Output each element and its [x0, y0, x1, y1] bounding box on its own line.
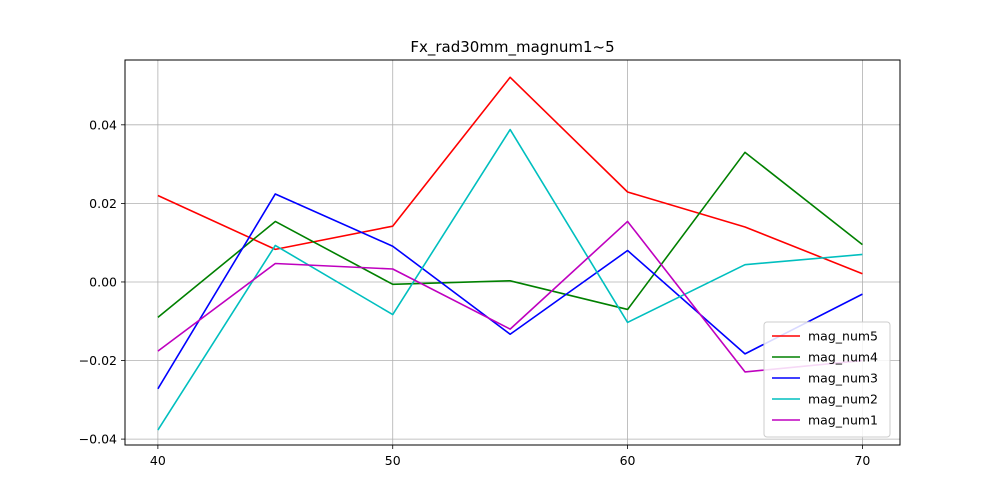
- plot-frame: [124, 59, 901, 446]
- legend-label: mag_num5: [808, 329, 878, 344]
- y-axis-ticks: −0.04 −0.02 0.00 0.02 0.04: [79, 117, 125, 447]
- series-line-mag-num4: [157, 151, 863, 318]
- y-tick-label: 0.00: [89, 274, 117, 289]
- x-tick-label: 60: [620, 453, 636, 468]
- x-tick-label: 40: [150, 453, 166, 468]
- series-line-mag-num1: [157, 220, 863, 373]
- legend-label: mag_num3: [808, 371, 878, 386]
- series-lines: [157, 76, 863, 431]
- legend-label: mag_num4: [808, 350, 878, 365]
- chart-title: Fx_rad30mm_magnum1~5: [410, 38, 614, 57]
- series-line-mag-num3: [157, 193, 863, 390]
- legend-label: mag_num2: [808, 392, 878, 407]
- series-line-mag-num5: [157, 76, 863, 275]
- y-tick-label: 0.02: [89, 196, 117, 211]
- x-axis-ticks: 40 50 60 70: [150, 445, 870, 468]
- legend-label: mag_num1: [808, 413, 878, 428]
- x-tick-label: 50: [385, 453, 401, 468]
- legend-box: [763, 321, 891, 438]
- y-tick-label: −0.02: [79, 353, 117, 368]
- series-line-mag-num2: [157, 128, 863, 431]
- y-tick-label: −0.04: [79, 432, 117, 447]
- legend: mag_num5 mag_num4 mag_num3 mag_num2 mag_num1: [763, 321, 891, 438]
- y-tick-label: 0.04: [89, 117, 117, 132]
- x-tick-label: 70: [854, 453, 870, 468]
